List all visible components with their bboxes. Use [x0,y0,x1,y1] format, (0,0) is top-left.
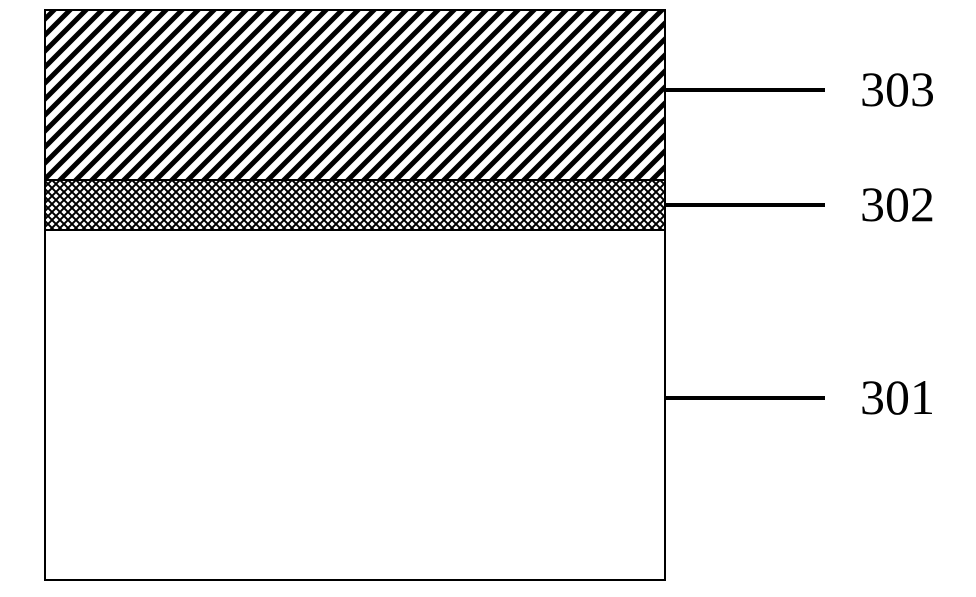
diagram-stage: { "figure": { "type": "stacked-layer-dia… [0,0,976,592]
diagram-svg [0,0,976,592]
label-302: 302 [860,175,935,233]
label-303: 303 [860,60,935,118]
label-301: 301 [860,368,935,426]
layer-301 [45,230,665,580]
layer-302 [45,180,665,230]
layer-303 [45,10,665,180]
